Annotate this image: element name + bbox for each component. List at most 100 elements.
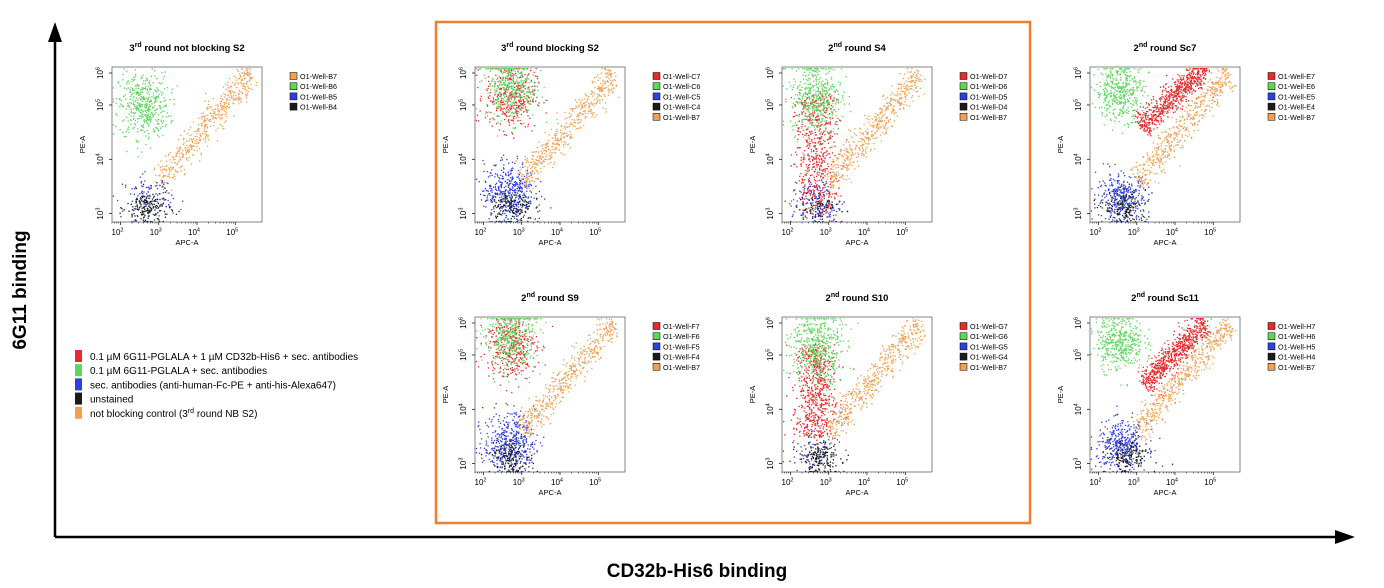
data-point [536,159,539,162]
data-point [824,115,826,117]
data-point [808,69,810,72]
data-point [126,116,128,118]
data-point [560,135,562,137]
data-point [815,75,817,77]
data-point [800,159,802,161]
data-point [791,125,794,127]
data-point [545,144,548,146]
data-point [519,182,521,184]
data-point [599,82,602,84]
data-point [144,122,146,124]
data-point [220,104,222,106]
data-point [804,105,807,107]
data-point [484,194,486,197]
data-point [520,179,522,182]
data-point [140,181,143,183]
data-point [511,104,514,106]
data-point [141,104,143,106]
data-point [204,126,206,128]
data-point [220,97,222,99]
data-point [208,119,210,121]
data-point [533,197,535,199]
data-point [551,137,553,139]
data-point [502,68,505,70]
data-point [820,202,822,205]
data-point [795,193,797,195]
data-point [895,94,897,96]
data-point [560,137,562,139]
data-point [818,186,821,188]
data-point [559,132,562,134]
data-point [246,69,248,72]
data-point [511,119,514,121]
data-point [820,216,822,218]
data-point [849,158,851,160]
data-point [519,185,522,188]
data-point [811,212,813,215]
data-point [228,87,230,89]
data-point [508,95,510,97]
data-point [830,78,832,80]
data-point [862,132,864,134]
data-point [489,85,491,87]
data-point [507,85,510,87]
data-point [809,160,811,162]
data-point [482,190,484,192]
data-point [837,99,839,102]
data-point [825,151,827,153]
data-point [820,82,822,84]
data-point [506,83,509,86]
data-point [167,182,169,185]
data-point [520,209,522,211]
data-point [513,137,515,139]
data-point [178,150,180,152]
data-point [191,139,193,141]
data-point [610,73,612,75]
data-point [519,93,521,95]
data-point [802,212,804,214]
data-point [802,216,804,219]
data-point [828,201,830,203]
data-point [156,182,158,184]
data-point [494,165,497,167]
data-point [793,78,795,80]
data-point [806,133,808,135]
data-point [493,103,495,105]
data-point [159,175,161,177]
data-point [827,84,829,86]
data-point [805,170,807,172]
data-point [522,103,524,105]
data-point [149,100,151,102]
data-point [112,101,115,103]
data-point [138,109,140,111]
data-point [155,205,157,207]
data-point [805,105,808,107]
data-point [239,97,241,99]
data-point [515,210,517,212]
data-point [120,207,122,209]
data-point [831,146,833,148]
data-point [510,188,512,191]
data-point [816,162,818,164]
data-point [146,99,148,101]
data-point [537,178,539,180]
data-point [881,116,883,118]
data-point [223,105,225,107]
x-tick-label: 105 [589,228,601,238]
data-point [818,179,820,181]
data-point [489,70,491,72]
data-point [513,95,515,97]
data-point [513,215,515,218]
data-point [518,99,520,102]
data-point [501,194,503,196]
data-point [518,92,520,94]
data-point [814,106,816,108]
data-point [493,99,495,101]
data-point [815,134,817,136]
data-point [509,211,511,213]
data-point [543,86,545,89]
data-point [194,139,196,142]
data-point [861,152,863,154]
data-point [533,162,535,164]
data-point [241,85,244,87]
